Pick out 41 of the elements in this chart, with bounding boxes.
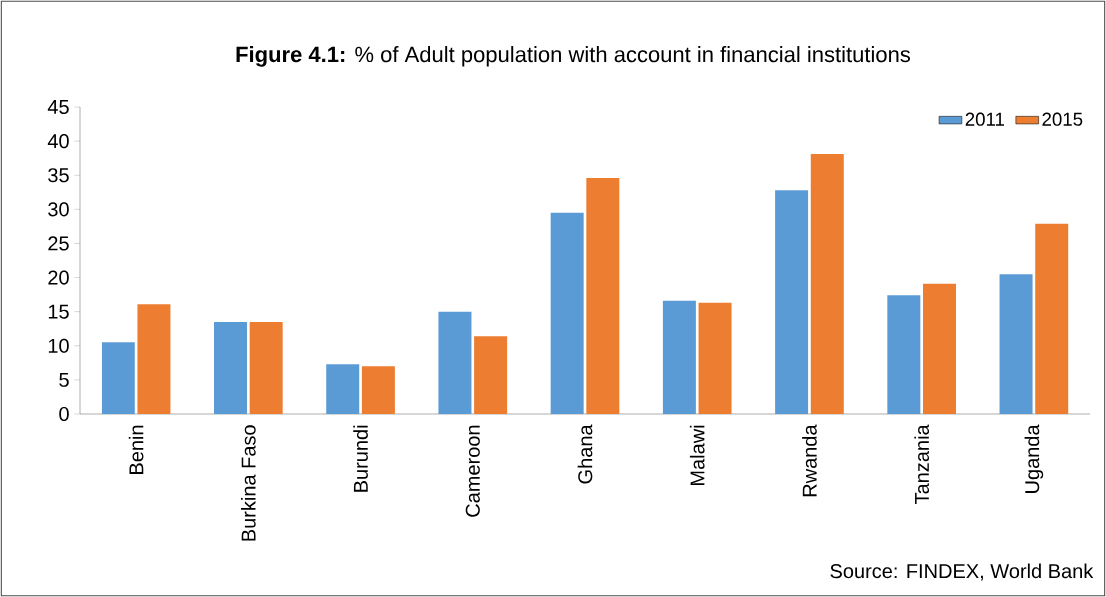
bar	[474, 336, 508, 414]
bar	[887, 295, 921, 414]
source-note: Source: FINDEX, World Bank	[830, 563, 1094, 581]
x-tick-label: Rwanda	[802, 424, 817, 497]
bar	[214, 321, 247, 414]
legend-label: 2011	[965, 112, 1004, 126]
bar	[361, 366, 395, 414]
legend-label: 2015	[1042, 112, 1083, 126]
y-tick-label: 45	[47, 100, 69, 114]
x-tick-label: Cameroon	[465, 425, 480, 517]
bar	[1035, 223, 1069, 414]
y-tick-label: 35	[48, 168, 69, 183]
x-tick-label: Tanzania	[914, 424, 930, 505]
x-tick-label: Uganda	[1024, 424, 1044, 493]
bar	[999, 274, 1033, 414]
y-tick-label: 40	[47, 134, 69, 149]
bar	[586, 177, 620, 414]
y-tick-label: 15	[48, 304, 69, 319]
bar	[662, 300, 696, 414]
chart-title: Figure 4.1: % of Adult population with account in financial institutions	[236, 46, 911, 67]
bar	[326, 364, 360, 414]
bar	[249, 321, 283, 414]
y-tick-label: 5	[59, 372, 69, 387]
y-tick-label: 10	[48, 338, 69, 353]
bar	[923, 283, 956, 414]
y-tick-label: 30	[48, 202, 69, 217]
bar	[775, 190, 809, 414]
bar	[810, 154, 844, 414]
x-tick-label: Ghana	[577, 424, 593, 484]
y-tick-label: 20	[48, 270, 69, 285]
x-tick-label: Burkina Faso	[240, 425, 256, 541]
x-tick-label: Benin	[128, 425, 144, 474]
x-tick-label: Burundi	[353, 425, 368, 492]
y-tick-label: 25	[48, 236, 69, 251]
bar	[137, 304, 171, 414]
bar	[698, 302, 732, 414]
bar	[101, 342, 135, 414]
y-tick-label: 0	[59, 406, 69, 422]
bar	[438, 311, 472, 414]
x-tick-label: Malawi	[689, 425, 705, 486]
bar	[550, 212, 584, 414]
